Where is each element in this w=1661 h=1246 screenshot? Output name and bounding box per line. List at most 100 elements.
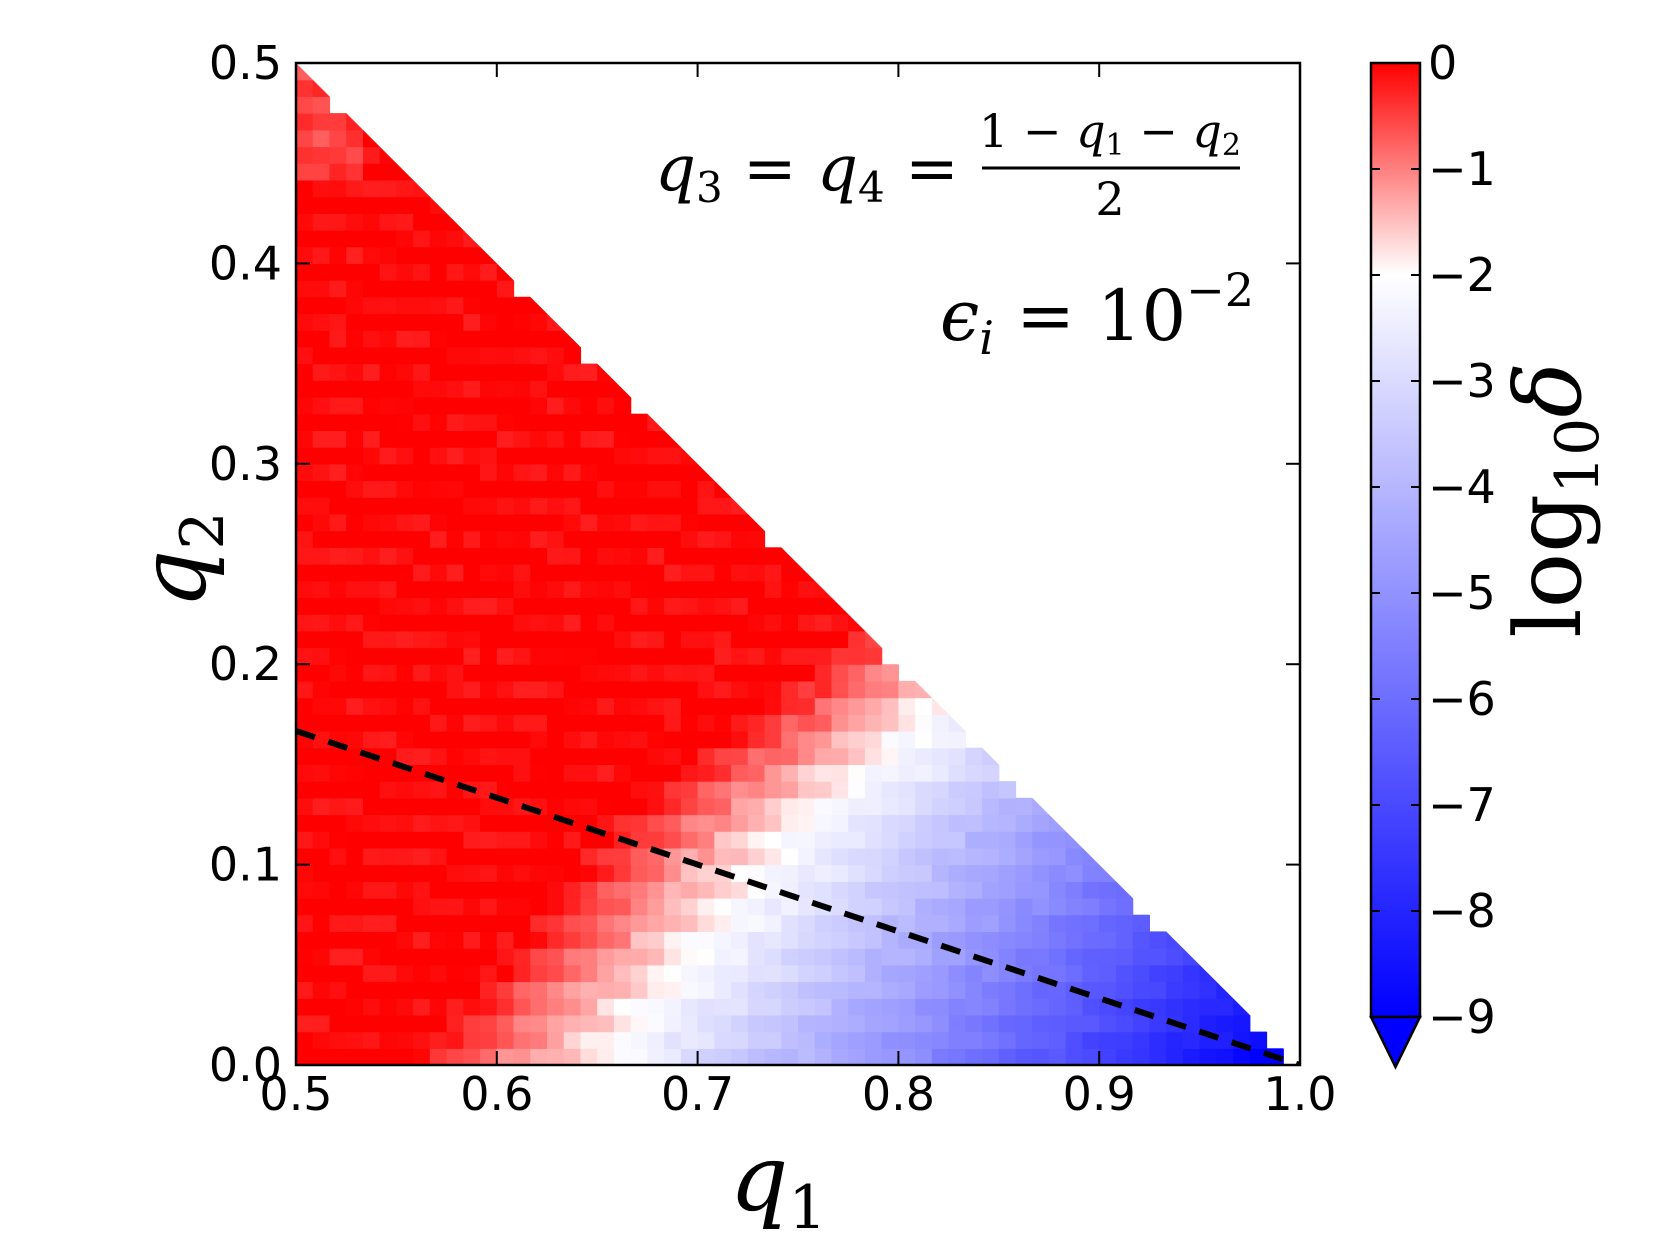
heatmap-cell [647,831,665,849]
heatmap-cell [463,463,481,482]
heatmap-cell [530,1014,548,1033]
heatmap-cell [764,1048,782,1065]
heatmap-cell [563,513,582,532]
heatmap-cell [429,614,448,632]
heatmap-cell [379,981,397,999]
heatmap-cell [530,463,548,482]
heatmap-cell [580,714,598,732]
heatmap-cell [396,597,414,615]
heatmap-cell [1199,1048,1217,1065]
heatmap-cell [563,430,582,448]
heatmap-cell [379,447,397,465]
heatmap-cell [680,497,699,515]
heatmap-cell [798,948,816,966]
heatmap-cell [848,731,866,749]
heatmap-cell [848,898,866,916]
heatmap-cell [329,497,347,515]
svg-text:2: 2 [1095,172,1124,226]
heatmap-cell [647,564,665,582]
heatmap-cell [547,564,565,582]
heatmap-cell [513,814,531,832]
heatmap-cell [362,814,381,832]
heatmap-cell [714,948,732,966]
heatmap-cell [329,764,347,782]
heatmap-cell [496,447,515,465]
heatmap-cell [563,497,582,515]
heatmap-cell [346,614,364,632]
heatmap-cell [731,513,749,532]
heatmap-cell [680,664,699,682]
heatmap-cell [747,680,766,699]
heatmap-cell [547,831,565,849]
heatmap-cell [982,931,1000,949]
heatmap-cell [664,564,682,582]
heatmap-cell [362,898,381,916]
heatmap-cell [413,697,431,715]
heatmap-cell [563,363,582,381]
heatmap-cell [647,731,665,749]
heatmap-cell [630,914,648,932]
heatmap-cell [563,346,582,365]
heatmap-cell [429,714,448,732]
heatmap-cell [613,764,632,782]
heatmap-cell [697,530,715,548]
heatmap-cell [496,680,515,699]
heatmap-cell [296,630,314,649]
heatmap-cell [329,296,347,315]
heatmap-cell [329,213,347,231]
heatmap-cell [915,747,933,765]
heatmap-cell [613,731,632,749]
heatmap-cell [379,881,397,899]
heatmap-cell [362,513,381,532]
heatmap-cell [379,463,397,482]
heatmap-cell [1082,914,1100,932]
heatmap-cell [630,747,648,765]
heatmap-cell [563,914,582,932]
heatmap-cell [881,814,899,832]
heatmap-cell [513,330,531,348]
heatmap-cell [864,664,883,682]
heatmap-cell [731,797,749,816]
heatmap-cell [413,230,431,248]
heatmap-cell [296,964,314,983]
heatmap-cell [563,397,582,415]
heatmap-cell [881,731,899,749]
heatmap-cell [547,580,565,598]
heatmap-cell [463,313,481,331]
heatmap-cell [480,346,498,365]
heatmap-cell [613,697,632,715]
heatmap-cell [429,864,448,882]
heatmap-cell [731,864,749,882]
heatmap-cell [513,697,531,715]
x-tick-label: 0.5 [259,1067,332,1121]
heatmap-cell [831,1031,849,1049]
heatmap-cell [898,864,916,882]
heatmap-cell [429,680,448,699]
heatmap-cell [429,346,448,365]
heatmap-cell [1032,831,1050,849]
heatmap-cell [413,948,431,966]
heatmap-cell [346,480,364,498]
heatmap-cell [396,480,414,498]
heatmap-cell [563,597,582,615]
heatmap-cell [798,881,816,899]
heatmap-cell [329,630,347,649]
heatmap-cell [547,931,565,949]
heatmap-cell [296,463,314,482]
heatmap-cell [346,747,364,765]
heatmap-cell [798,764,816,782]
heatmap-cell [463,246,481,264]
heatmap-cell [346,1014,364,1033]
heatmap-cell [362,697,381,715]
heatmap-cell [446,764,464,782]
heatmap-cell [664,797,682,816]
heatmap-cell [965,1014,983,1033]
heatmap-cell [630,814,648,832]
heatmap-cell [998,1031,1017,1049]
heatmap-cell [848,981,866,999]
heatmap-cell [798,580,816,598]
heatmap-cell [312,714,331,732]
heatmap-cell [1182,964,1201,983]
heatmap-cell [362,1014,381,1033]
heatmap-cell [463,964,481,983]
